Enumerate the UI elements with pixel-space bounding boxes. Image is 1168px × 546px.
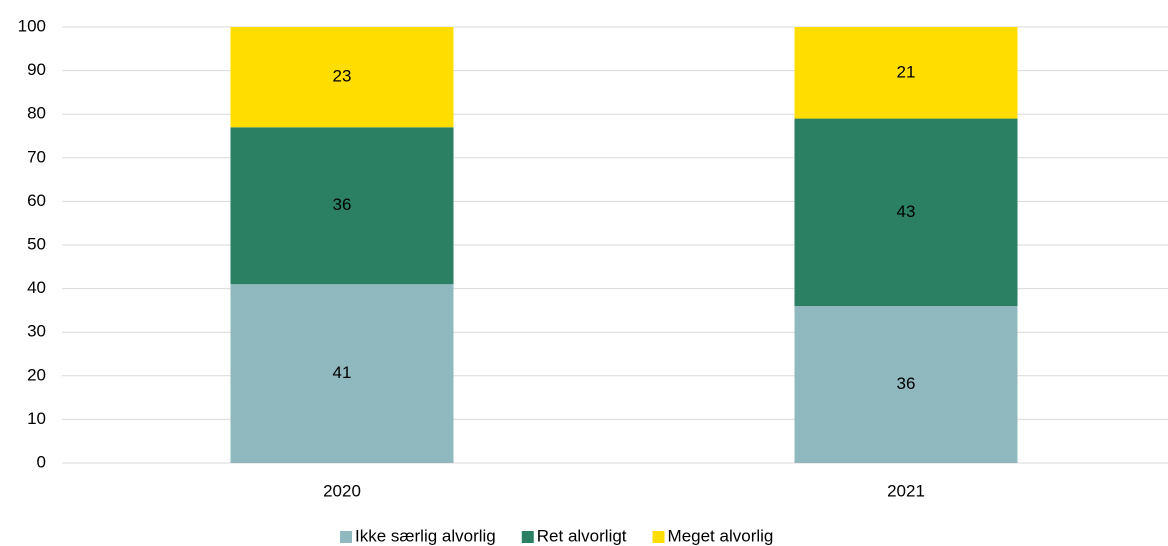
legend-swatch bbox=[521, 531, 534, 543]
y-tick-label: 70 bbox=[27, 147, 46, 166]
data-label: 43 bbox=[897, 202, 916, 221]
legend-label: Ikke særlig alvorlig bbox=[355, 526, 496, 545]
legend-label: Meget alvorlig bbox=[668, 526, 774, 545]
data-label: 41 bbox=[333, 363, 352, 382]
y-tick-label: 100 bbox=[18, 16, 46, 35]
bar-segment bbox=[794, 27, 1018, 119]
y-tick-label: 90 bbox=[27, 60, 46, 79]
y-tick-label: 60 bbox=[27, 191, 46, 210]
data-label: 23 bbox=[333, 67, 352, 86]
data-label: 21 bbox=[897, 62, 916, 81]
y-tick-label: 80 bbox=[27, 104, 46, 123]
x-tick-label: 2020 bbox=[323, 481, 361, 500]
legend-swatch bbox=[652, 531, 665, 543]
y-tick-label: 10 bbox=[27, 409, 46, 428]
data-label: 36 bbox=[333, 195, 352, 214]
legend-label: Ret alvorligt bbox=[537, 526, 627, 545]
y-tick-label: 20 bbox=[27, 365, 46, 384]
legend-swatch bbox=[340, 531, 352, 543]
y-tick-label: 50 bbox=[27, 234, 46, 253]
bar-segment bbox=[230, 127, 454, 285]
bar-segment bbox=[794, 306, 1018, 463]
data-label: 36 bbox=[897, 374, 916, 393]
x-tick-label: 2021 bbox=[887, 481, 925, 500]
y-tick-label: 30 bbox=[27, 322, 46, 341]
y-tick-label: 0 bbox=[37, 452, 46, 471]
bar-segment bbox=[230, 284, 454, 463]
bar-segment bbox=[794, 118, 1018, 307]
bar-segment bbox=[230, 27, 454, 128]
y-tick-label: 40 bbox=[27, 278, 46, 297]
